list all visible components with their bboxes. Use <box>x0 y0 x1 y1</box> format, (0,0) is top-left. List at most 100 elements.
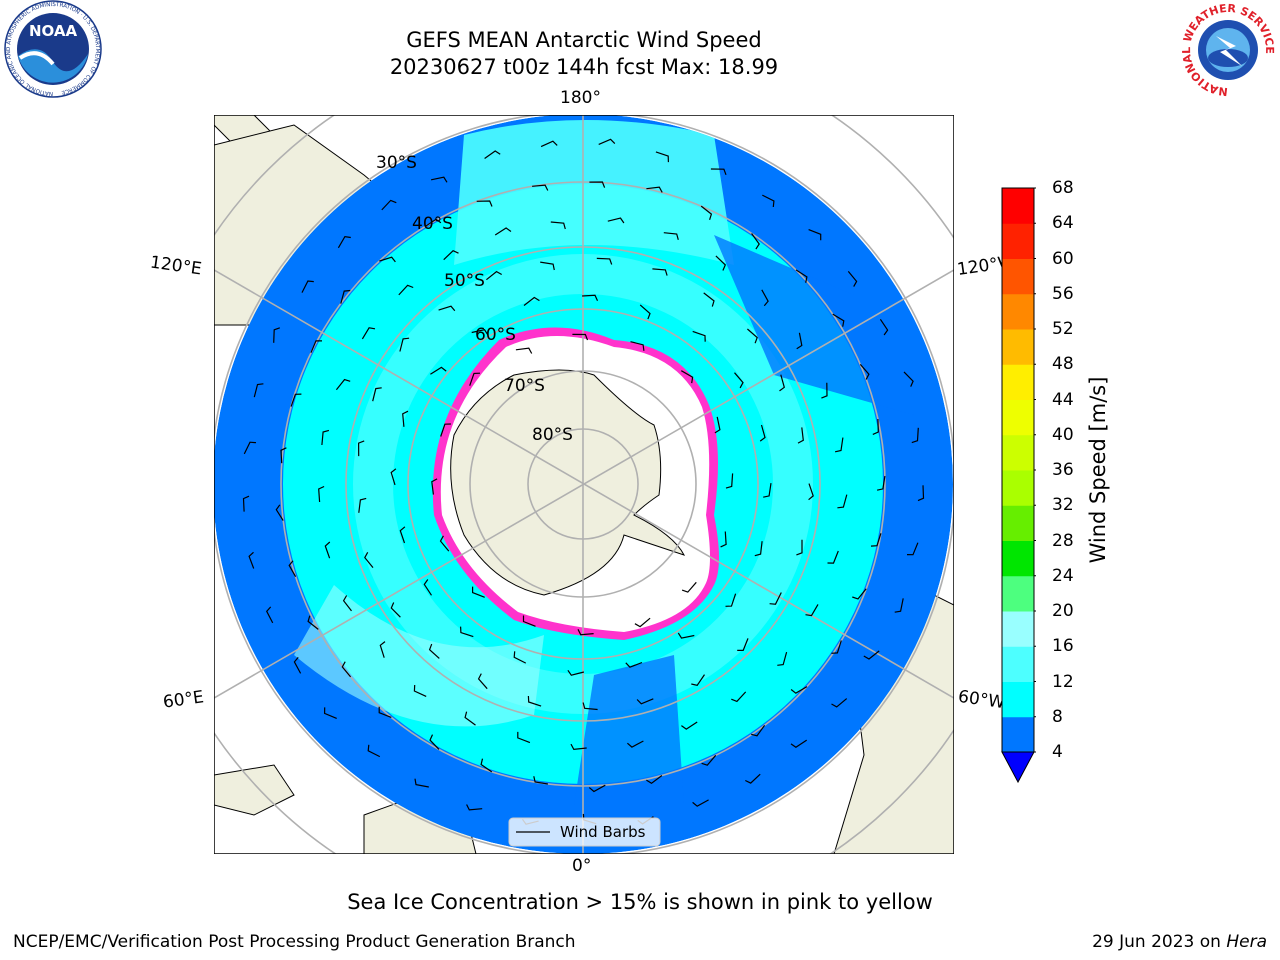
wind-barb <box>532 184 549 191</box>
wind-barb <box>358 497 367 513</box>
wind-barb <box>903 371 914 387</box>
lon-label-60e: 60°E <box>161 687 206 713</box>
wind-barb <box>720 531 727 548</box>
wind-barb <box>636 698 654 705</box>
colorbar-tick-label: 28 <box>1052 530 1074 551</box>
wind-barb <box>414 778 429 788</box>
wind-barb <box>852 588 867 600</box>
wind-barbs <box>242 138 925 825</box>
colorbar-segment <box>1002 505 1034 541</box>
noaa-logo-text: NOAA <box>29 22 78 40</box>
wind-barb <box>399 526 406 544</box>
wind-barb <box>663 232 679 240</box>
colorbar-tick-label: 40 <box>1052 424 1074 445</box>
wind-barb <box>639 304 651 320</box>
wind-barb <box>761 289 769 307</box>
wind-barb <box>342 595 352 612</box>
wind-barb <box>293 657 302 674</box>
lon-label-0: 0° <box>572 856 592 876</box>
footer-date: 29 Jun 2023 on Hera <box>1092 932 1267 952</box>
wind-barb <box>428 643 440 659</box>
colorbar-tick-label: 4 <box>1052 742 1063 762</box>
map-title: GEFS MEAN Antarctic Wind Speed <box>406 28 762 52</box>
wind-barb <box>906 542 919 556</box>
wind-barb <box>567 669 585 676</box>
wind-barb <box>486 270 502 281</box>
colorbar-segment <box>1002 188 1034 224</box>
wind-barb <box>894 598 904 613</box>
wind-barb <box>439 535 450 552</box>
wind-barb <box>582 702 598 711</box>
wind-speed-map: 30°S 40°S 50°S 60°S 70°S 80°S Wind Barbs <box>214 115 954 854</box>
lat-label-30s: 30°S <box>376 153 417 173</box>
wind-barb <box>625 661 643 668</box>
wind-barb <box>805 604 819 617</box>
wind-barb <box>341 661 352 678</box>
colorbar-tick-label: 52 <box>1052 319 1074 339</box>
wind-barb <box>737 638 749 651</box>
lat-label-50s: 50°S <box>444 271 485 291</box>
colorbar-tick-label: 20 <box>1052 601 1074 621</box>
antarctica-land <box>450 369 685 596</box>
wind-barb <box>745 773 761 784</box>
wind-barb <box>572 333 589 341</box>
wind-barb <box>769 592 782 605</box>
wind-barb <box>779 374 785 392</box>
wind-barb <box>827 550 839 564</box>
wind-barb <box>550 221 566 230</box>
wind-barb <box>691 674 705 686</box>
lat-label-80s: 80°S <box>532 425 573 445</box>
wind-barb <box>876 475 886 491</box>
wind-barb <box>275 504 284 521</box>
wind-barb <box>863 650 880 660</box>
lon-label-120e: 120°E <box>148 252 203 280</box>
wind-barb <box>731 691 747 703</box>
colorbar-tick-label: 68 <box>1052 178 1074 198</box>
wind-barb <box>378 706 392 718</box>
wind-barb <box>340 289 351 304</box>
wind-barb <box>692 799 709 807</box>
wind-barb <box>288 560 297 577</box>
wind-barb <box>494 227 512 236</box>
wind-barb <box>630 341 645 351</box>
colorbar-segment <box>1002 293 1034 330</box>
lon-label-180: 180° <box>560 88 601 108</box>
wind-barb <box>484 150 501 159</box>
wind-barb <box>381 199 397 211</box>
wind-barb <box>754 541 763 557</box>
wind-barb <box>589 181 606 188</box>
colorbar-segment <box>1002 646 1034 682</box>
wind-barb <box>681 581 697 593</box>
wind-barb <box>751 233 760 250</box>
wind-barb <box>430 176 448 183</box>
wind-barb <box>747 328 758 344</box>
wind-barb <box>859 364 870 380</box>
colorbar-segment <box>1002 223 1034 259</box>
footer-date-text: 29 Jun 2023 on <box>1092 932 1227 952</box>
wind-barb <box>464 711 476 726</box>
wind-barb <box>321 429 330 446</box>
wind-barb <box>710 168 727 176</box>
legend-label: Wind Barbs <box>560 823 646 841</box>
wind-barb <box>523 296 540 306</box>
colorbar-tick-label: 64 <box>1052 213 1074 234</box>
colorbar-segment <box>1002 364 1034 400</box>
wind-barb <box>879 318 889 336</box>
colorbar-segment <box>1002 540 1034 577</box>
wind-barb <box>834 437 844 453</box>
colorbar-segment <box>1002 399 1034 436</box>
colorbar-segment <box>1002 611 1034 647</box>
wind-barb <box>323 707 337 719</box>
wind-barb <box>430 366 447 375</box>
colorbar-tick-label: 8 <box>1052 706 1063 727</box>
colorbar-tick-label: 44 <box>1052 389 1074 410</box>
wind-barb <box>335 378 351 391</box>
wind-barb <box>357 440 365 457</box>
wind-barb <box>460 626 474 638</box>
wind-barb <box>847 271 858 287</box>
colorbar-label: Wind Speed [m/s] <box>1086 376 1110 564</box>
noaa-logo: NATIONAL OCEANIC AND ATMOSPHERIC ADMINIS… <box>4 0 102 98</box>
wind-barb <box>763 483 772 498</box>
wind-barb <box>515 347 533 354</box>
wind-barb <box>837 494 848 509</box>
